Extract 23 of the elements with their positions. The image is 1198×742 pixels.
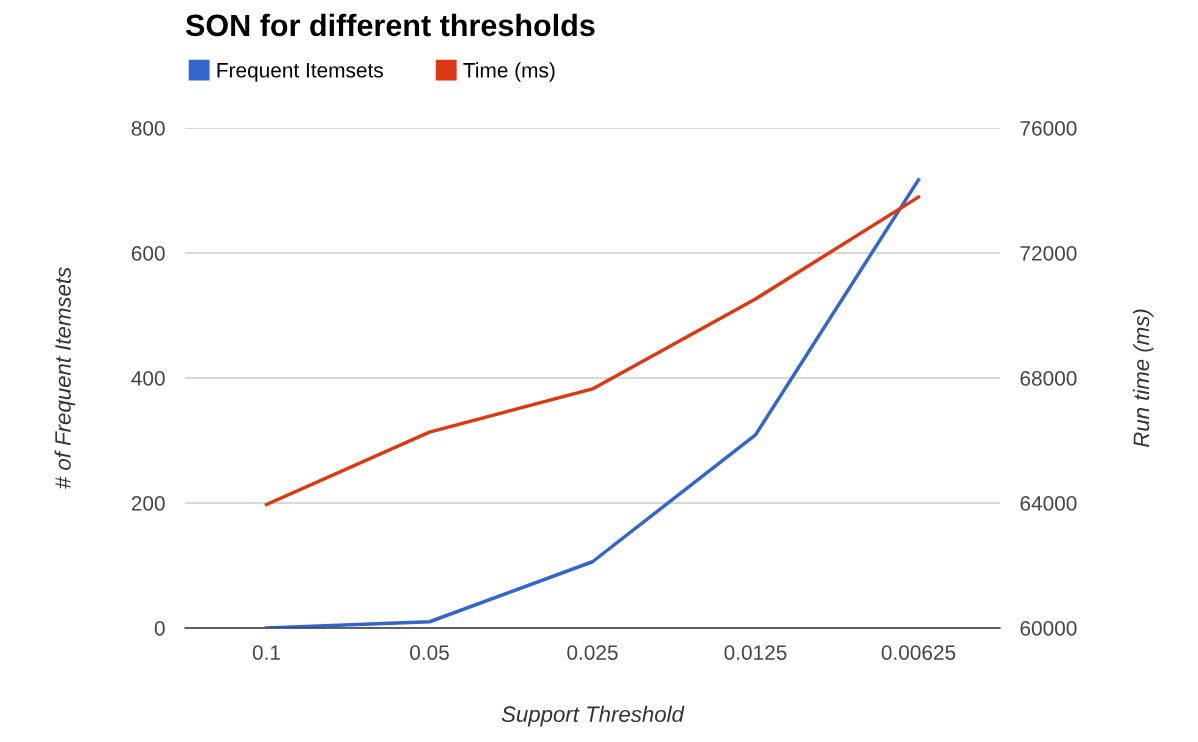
y2-tick-label: 64000	[1020, 496, 1077, 511]
legend-label: Frequent Itemsets	[217, 63, 383, 82]
y2-axis-title: Run time (ms)	[1132, 309, 1154, 448]
legend-label: Time (ms)	[463, 62, 555, 82]
y-tick-label: 200	[131, 496, 165, 511]
x-tick-label: 0.025	[567, 645, 618, 660]
x-tick-label: 0.1	[252, 645, 280, 660]
x-tick-label: 0.0125	[724, 645, 787, 660]
y2-tick-label: 76000	[1020, 121, 1077, 136]
x-tick-label: 0.05	[410, 645, 449, 660]
y-tick-label: 0	[154, 621, 165, 636]
y-tick-label: 400	[131, 371, 165, 386]
y-tick-label: 600	[131, 246, 165, 261]
y-axis-title: # of Frequent Itemsets	[54, 267, 76, 489]
line-series	[264, 195, 921, 507]
y2-tick-label: 72000	[1020, 246, 1077, 261]
line-series	[264, 178, 921, 628]
y2-tick-label: 68000	[1020, 371, 1077, 386]
x-tick-label: 0.00625	[881, 645, 956, 660]
y2-tick-label: 60000	[1020, 621, 1077, 636]
chart-title: SON for different thresholds	[185, 13, 595, 37]
x-axis-title: Support Threshold	[501, 705, 685, 727]
y-tick-label: 800	[131, 121, 165, 136]
